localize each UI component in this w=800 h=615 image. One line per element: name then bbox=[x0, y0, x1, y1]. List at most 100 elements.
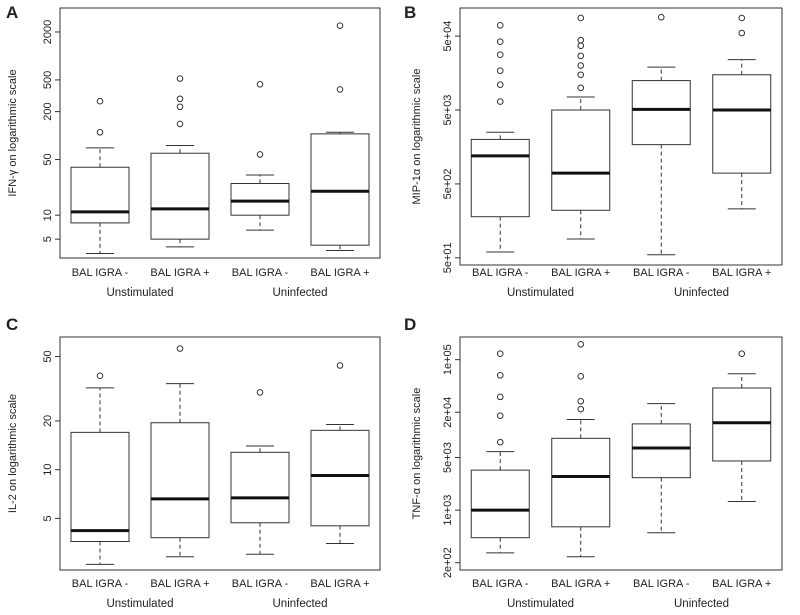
y-tick-label: 1e+03 bbox=[442, 495, 454, 526]
outlier-point bbox=[577, 397, 585, 405]
outlier-point bbox=[176, 345, 184, 352]
y-tick-label: 10 bbox=[42, 209, 54, 221]
outlier-point bbox=[577, 71, 585, 79]
category-label: BAL IGRA - bbox=[232, 267, 289, 279]
y-axis-title: IL-2 on logarithmic scale bbox=[7, 394, 19, 513]
box-3 bbox=[631, 13, 691, 256]
box-iqr bbox=[551, 109, 611, 211]
box-iqr bbox=[470, 138, 530, 218]
outlier-point bbox=[577, 52, 585, 60]
category-label: BAL IGRA + bbox=[551, 578, 610, 590]
box-2 bbox=[150, 345, 210, 558]
outlier-point bbox=[256, 81, 264, 88]
box-3 bbox=[631, 403, 691, 534]
outlier-point bbox=[577, 62, 585, 69]
group-label: Uninfected bbox=[674, 287, 729, 299]
box-iqr bbox=[150, 422, 210, 539]
panel-letter: C bbox=[6, 315, 18, 334]
outlier-point bbox=[577, 84, 585, 92]
y-tick-label: 5e+04 bbox=[442, 21, 454, 52]
box-iqr bbox=[310, 133, 370, 246]
y-tick-label: 2e+04 bbox=[442, 397, 454, 428]
outlier-point bbox=[496, 51, 504, 59]
panel-b: B 5e+01 5e+02 5e+03 5e+04 MIP-1α on logarithm… bbox=[404, 3, 783, 299]
box-4 bbox=[310, 362, 370, 544]
y-tick-label: 2000 bbox=[42, 20, 54, 44]
box-1 bbox=[70, 372, 130, 565]
y-tick-label: 5e+03 bbox=[442, 95, 454, 126]
outlier-point bbox=[96, 97, 104, 105]
outlier-point bbox=[176, 103, 184, 111]
y-tick-label: 50 bbox=[42, 350, 54, 362]
outlier-point bbox=[577, 42, 585, 50]
y-tick-label: 1e+05 bbox=[442, 344, 454, 375]
outlier-point bbox=[496, 81, 504, 89]
outlier-point bbox=[96, 372, 104, 380]
outlier-point bbox=[496, 22, 504, 29]
group-label: Uninfected bbox=[273, 287, 328, 299]
panel-letter: D bbox=[404, 315, 416, 334]
category-label: BAL IGRA + bbox=[310, 267, 369, 279]
group-label: Uninfected bbox=[273, 598, 328, 610]
outlier-point bbox=[176, 120, 184, 128]
y-tick-label: 20 bbox=[42, 415, 54, 427]
outlier-point bbox=[577, 36, 585, 44]
box-1 bbox=[470, 22, 530, 253]
outlier-point bbox=[96, 128, 104, 136]
plot-frame bbox=[59, 336, 381, 571]
y-axis-title: MIP-1α on logarithmic scale bbox=[411, 69, 423, 205]
category-label: BAL IGRA + bbox=[310, 578, 369, 590]
box-iqr bbox=[631, 80, 691, 146]
outlier-point bbox=[336, 362, 344, 369]
outlier-point bbox=[738, 29, 746, 37]
box-iqr bbox=[70, 166, 130, 224]
box-iqr bbox=[230, 451, 290, 524]
outlier-point bbox=[496, 98, 504, 105]
group-label: Unstimulated bbox=[106, 287, 173, 299]
panel-letter: A bbox=[6, 3, 18, 22]
outlier-point bbox=[176, 75, 184, 82]
outlier-point bbox=[496, 412, 504, 419]
outlier-point bbox=[496, 350, 504, 357]
panel-c: C 5 10 20 50 IL-2 on logarithmic scale BAL IGR… bbox=[6, 315, 381, 610]
box-2 bbox=[150, 75, 210, 248]
category-label: BAL IGRA - bbox=[472, 267, 529, 279]
y-tick-label: 500 bbox=[42, 71, 54, 89]
outlier-point bbox=[496, 438, 504, 446]
group-label: Unstimulated bbox=[507, 598, 574, 610]
box-2 bbox=[551, 14, 611, 240]
y-tick-label: 10 bbox=[42, 464, 54, 476]
box-iqr bbox=[631, 423, 691, 479]
category-label: BAL IGRA + bbox=[150, 578, 209, 590]
y-axis-title: IFN-γ on logarithmic scale bbox=[7, 69, 19, 196]
outlier-point bbox=[336, 86, 344, 93]
group-label: Uninfected bbox=[674, 598, 729, 610]
category-label: BAL IGRA - bbox=[72, 578, 129, 590]
outlier-point bbox=[738, 350, 746, 357]
outlier-point bbox=[577, 340, 585, 348]
outlier-point bbox=[336, 22, 344, 29]
y-tick-label: 5e+03 bbox=[442, 442, 454, 473]
outlier-point bbox=[577, 373, 585, 380]
y-tick-label: 5e+01 bbox=[442, 242, 454, 273]
box-iqr bbox=[310, 429, 370, 527]
plot-frame bbox=[459, 7, 783, 266]
group-label: Unstimulated bbox=[106, 598, 173, 610]
box-iqr bbox=[150, 152, 210, 240]
box-1 bbox=[70, 97, 130, 255]
box-iqr bbox=[712, 74, 772, 174]
category-label: BAL IGRA + bbox=[712, 578, 771, 590]
y-tick-label: 50 bbox=[42, 153, 54, 165]
panel-d: D 2e+02 1e+03 5e+03 2e+04 1e+05 TNF-α on logar… bbox=[404, 315, 783, 610]
plot-frame bbox=[59, 7, 381, 259]
outlier-point bbox=[496, 371, 504, 379]
outlier-point bbox=[176, 95, 184, 103]
box-2 bbox=[551, 340, 611, 558]
y-tick-label: 2e+02 bbox=[442, 547, 454, 578]
y-tick-label: 5 bbox=[42, 236, 54, 242]
category-label: BAL IGRA - bbox=[633, 267, 690, 279]
box-iqr bbox=[230, 183, 290, 216]
box-iqr bbox=[712, 387, 772, 462]
box-4 bbox=[310, 22, 370, 252]
